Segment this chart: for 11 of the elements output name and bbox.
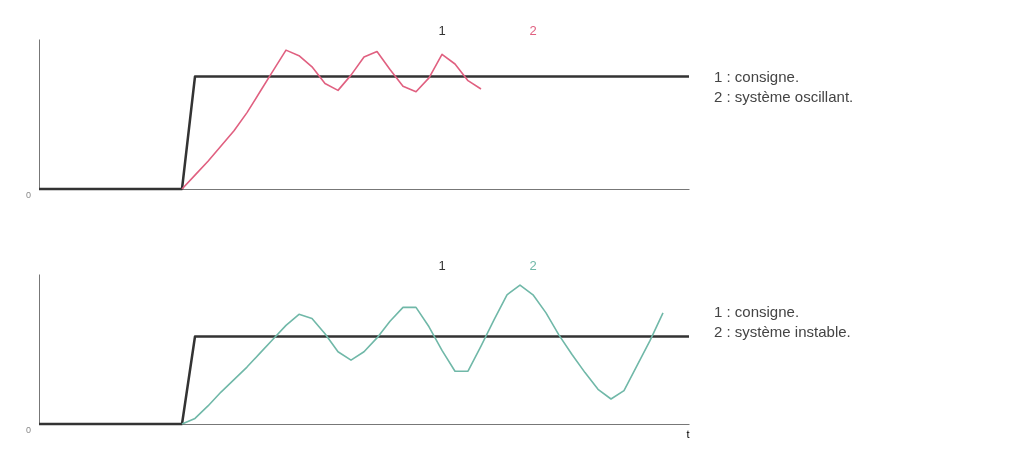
text: 1 [438, 23, 446, 38]
text: 2 : système instable. [714, 322, 851, 340]
text: 1 : consigne. [714, 67, 800, 85]
text: 1 : consigne. [714, 302, 800, 320]
x-axis-title: t [686, 427, 690, 440]
series-label: 2 [529, 258, 537, 273]
text: 0 [25, 425, 31, 435]
text: 2 [529, 23, 537, 38]
text: 1 [438, 258, 446, 273]
text: 2 : système oscillant. [714, 87, 854, 105]
text: 0 [25, 190, 31, 200]
